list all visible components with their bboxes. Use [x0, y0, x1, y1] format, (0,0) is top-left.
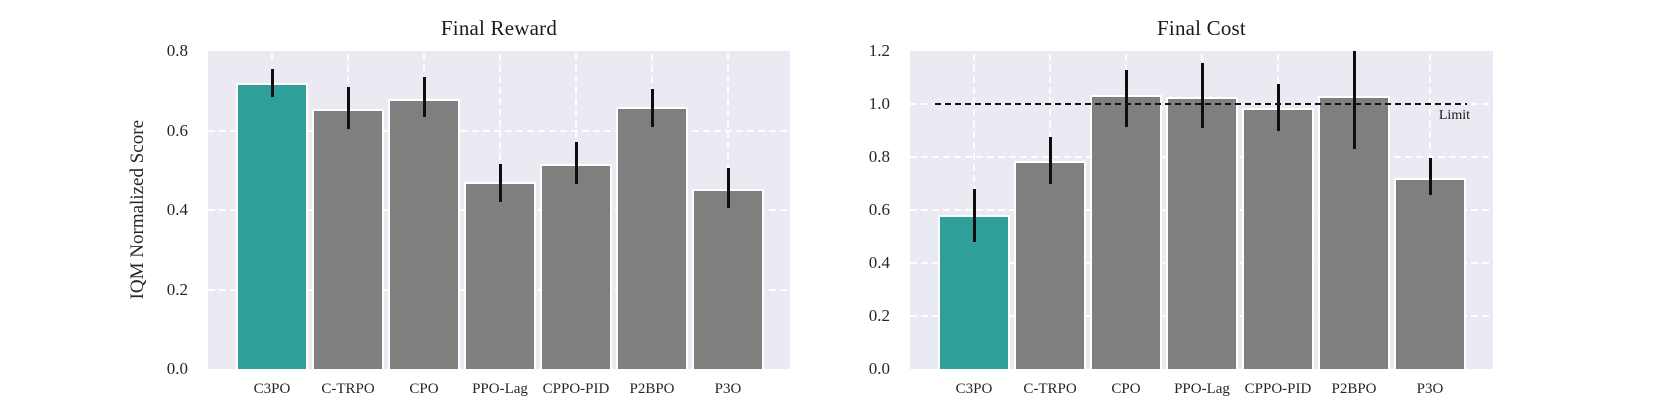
bar-c3po — [236, 82, 308, 369]
bar-ppo-lag — [464, 182, 536, 369]
bar-cppo-pid — [540, 164, 612, 369]
y-tick-label: 0.6 — [166, 120, 188, 140]
chart-title-final-reward: Final Reward — [440, 16, 558, 40]
y-tick-label: 0.2 — [166, 279, 188, 299]
y-tick-label: 0.0 — [166, 359, 188, 378]
x-tick-label-c3po: C3PO — [955, 381, 993, 397]
limit-label: Limit — [1438, 108, 1470, 123]
error-bar-c-trpo — [1048, 137, 1052, 184]
y-tick-label: 0.0 — [868, 359, 890, 378]
error-bar-c3po — [270, 68, 274, 97]
error-bar-cppo-pid — [1276, 84, 1280, 131]
error-bar-p2bpo — [650, 88, 654, 127]
error-bar-c-trpo — [346, 86, 350, 129]
bar-p3o — [692, 189, 764, 369]
error-bar-c3po — [972, 188, 976, 242]
error-bar-cpo — [422, 76, 426, 117]
error-bar-p3o — [726, 168, 730, 208]
bar-p2bpo — [616, 106, 688, 369]
x-tick-label-ppo-lag: PPO-Lag — [1174, 381, 1230, 397]
y-tick-label: 0.2 — [868, 306, 890, 325]
x-tick-label-cppo-pid: CPPO-PID — [542, 381, 610, 397]
x-tick-label-c3po: C3PO — [253, 381, 291, 397]
x-tick-label-cpo: CPO — [409, 381, 439, 397]
limit-line — [935, 103, 1467, 105]
y-tick-label: 0.4 — [166, 200, 188, 219]
bar-c-trpo — [312, 108, 384, 369]
x-tick-label-p2bpo: P2BPO — [1331, 381, 1377, 397]
x-tick-label-cppo-pid: CPPO-PID — [1244, 381, 1312, 397]
x-tick-label-ppo-lag: PPO-Lag — [472, 381, 528, 397]
x-tick-label-p2bpo: P2BPO — [629, 381, 675, 397]
x-tick-label-p3o: P3O — [714, 381, 742, 397]
error-bar-cpo — [1124, 69, 1128, 127]
bar-cpo — [388, 98, 460, 369]
error-bar-p3o — [1428, 158, 1432, 196]
error-bar-cppo-pid — [574, 142, 578, 185]
plot-area-final-cost: Limit — [910, 51, 1493, 369]
plot-area-final-reward — [208, 51, 790, 369]
y-tick-label: 1.0 — [868, 94, 890, 113]
error-bar-ppo-lag — [498, 164, 502, 203]
x-tick-label-cpo: CPO — [1111, 381, 1141, 397]
chart-title-final-cost: Final Cost — [1157, 16, 1246, 40]
bar-cppo-pid — [1242, 107, 1314, 369]
y-tick-label: 0.8 — [166, 41, 188, 60]
bar-c-trpo — [1014, 160, 1086, 369]
bar-ppo-lag — [1166, 97, 1238, 369]
x-tick-label-c-trpo: C-TRPO — [1023, 381, 1077, 397]
y-tick-label: 0.8 — [868, 147, 890, 166]
y-tick-label: 1.2 — [868, 41, 890, 60]
error-bar-ppo-lag — [1200, 62, 1204, 128]
y-tick-label: 0.4 — [868, 253, 890, 272]
bar-cpo — [1090, 94, 1162, 369]
error-bar-p2bpo — [1352, 51, 1356, 150]
bar-p3o — [1394, 178, 1466, 369]
x-tick-label-p3o: P3O — [1416, 381, 1444, 397]
y-tick-label: 0.6 — [868, 200, 890, 219]
x-tick-label-c-trpo: C-TRPO — [321, 381, 375, 397]
